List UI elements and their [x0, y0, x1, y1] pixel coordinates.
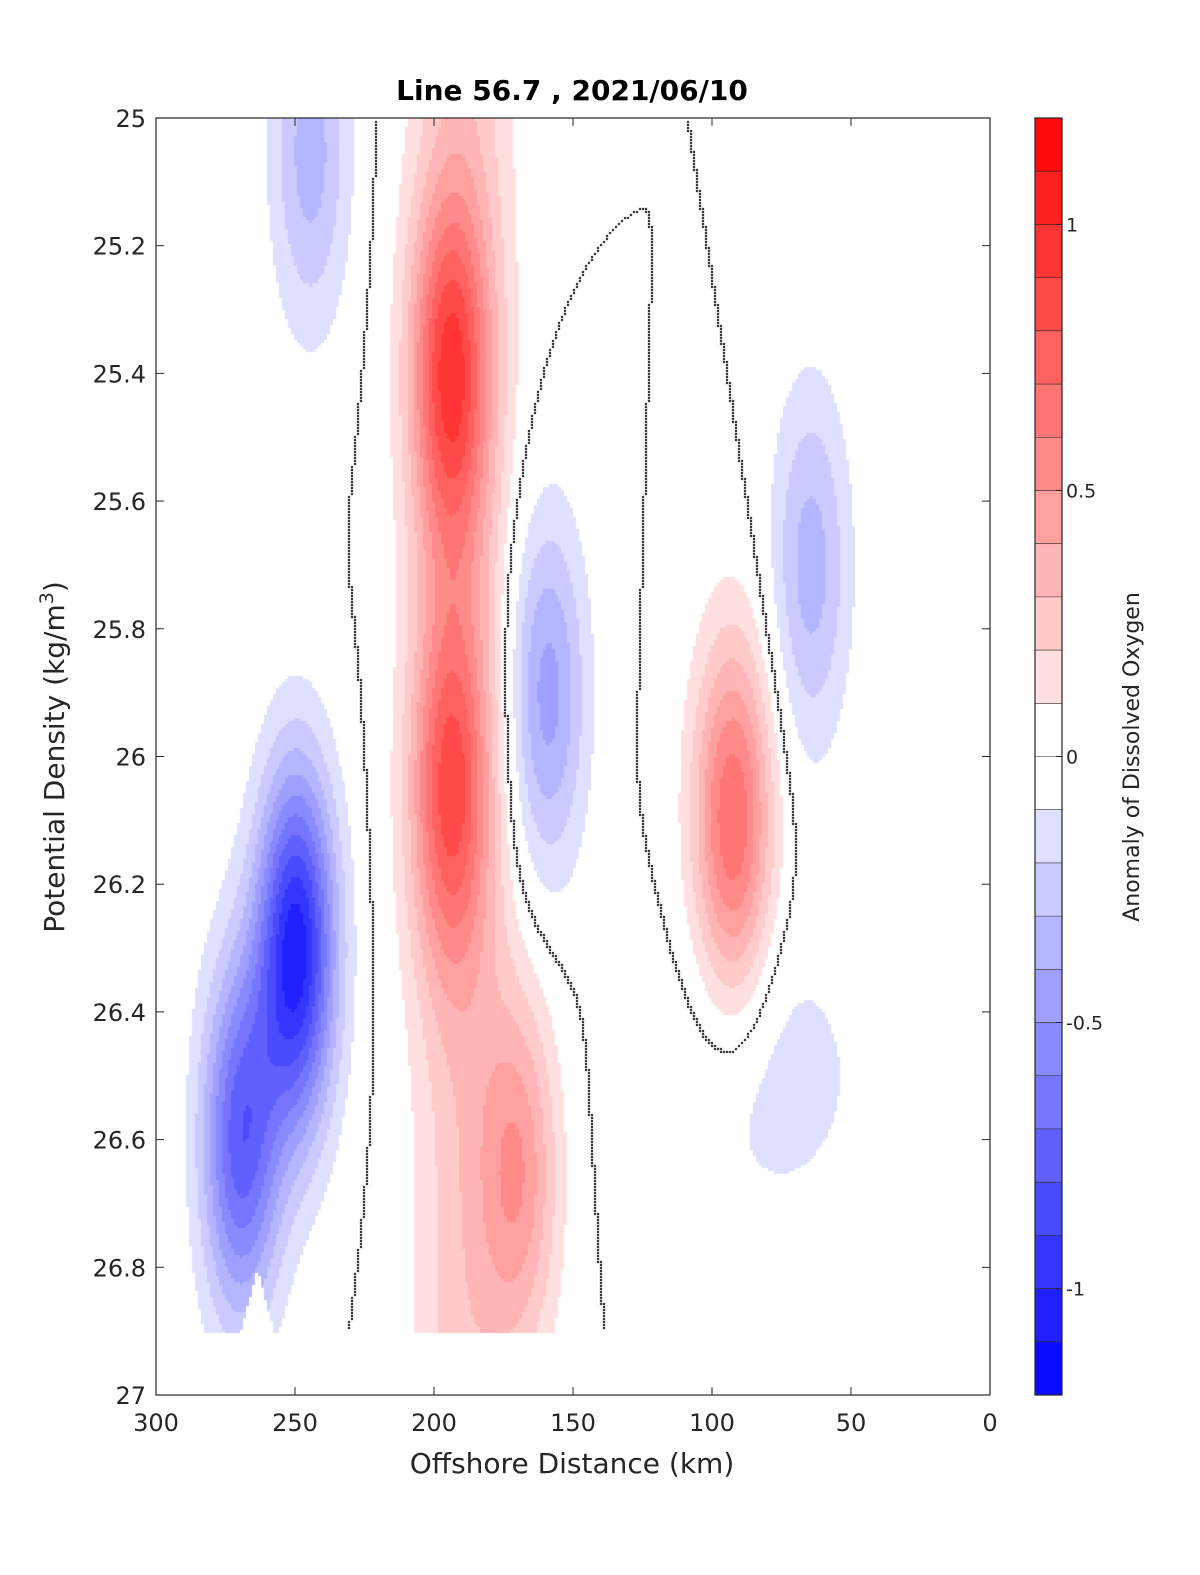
colorbar-tick-label: 1 — [1066, 214, 1078, 236]
colorbar-band — [1035, 969, 1062, 1024]
chart-title: Line 56.7 , 2021/06/10 — [396, 74, 748, 107]
colorbar-band — [1035, 1075, 1062, 1130]
y-tick-label: 26.4 — [93, 999, 146, 1027]
y-tick-label: 26.8 — [93, 1254, 146, 1282]
colorbar: 1 0.5 0 -0.5 -1 Anomaly of Dissolved Oxygen — [1034, 117, 1145, 1396]
colorbar-band — [1035, 756, 1062, 811]
colorbar-band — [1035, 596, 1062, 651]
colorbar-band — [1035, 118, 1062, 172]
colorbar-tick-label: 0 — [1066, 747, 1078, 769]
colorbar-band — [1035, 1182, 1062, 1236]
colorbar-band — [1035, 916, 1062, 970]
x-tick-label: 200 — [411, 1409, 457, 1437]
x-tick-label: 300 — [133, 1409, 179, 1437]
y-tick-label: 27 — [115, 1382, 146, 1410]
x-tick-label: 150 — [550, 1409, 596, 1437]
y-axis-label: Potential Density (kg/m3) — [36, 581, 71, 933]
y-axis-label-close: ) — [38, 581, 71, 592]
x-tick-label: 250 — [272, 1409, 318, 1437]
colorbar-band — [1035, 1128, 1062, 1183]
colorbar-band — [1035, 490, 1062, 545]
y-axis: 25 25.2 25.4 25.6 25.8 26 26.2 26.4 26.6 26.8 27 — [93, 105, 990, 1410]
colorbar-tick-label: -1 — [1066, 1279, 1085, 1301]
plot-area: 300 250 200 150 100 50 0 2525.225.425.625.8262… — [93, 105, 998, 1437]
colorbar-ticks: 1 0.5 0 -0.5 -1 — [1056, 214, 1103, 1301]
colorbar-band — [1035, 171, 1062, 225]
colorbar-band — [1035, 703, 1062, 757]
y-tick-label: 26 — [115, 744, 146, 772]
colorbar-band — [1035, 543, 1062, 598]
colorbar-band — [1035, 809, 1062, 864]
colorbar-band — [1035, 650, 1062, 704]
colorbar-band — [1035, 1022, 1062, 1077]
colorbar-label: Anomaly of Dissolved Oxygen — [1120, 592, 1145, 922]
contour-field — [156, 118, 990, 1395]
colorbar-band — [1035, 862, 1062, 917]
y-tick-label: 25.4 — [93, 360, 146, 388]
y-axis-label-superscript: 3 — [36, 592, 58, 604]
y-tick-label: 26.6 — [93, 1127, 146, 1155]
colorbar-band — [1035, 330, 1062, 385]
x-tick-label: 0 — [982, 1409, 997, 1437]
x-axis-label: Offshore Distance (km) — [410, 1447, 735, 1480]
contour-field-frame — [156, 118, 990, 1395]
colorbar-band — [1035, 224, 1062, 279]
colorbar-bands — [1035, 118, 1062, 1396]
x-tick-label: 100 — [689, 1409, 735, 1437]
colorbar-tick-label: 0.5 — [1066, 480, 1096, 502]
y-axis-label-main: Potential Density (kg/m — [38, 604, 71, 933]
x-axis: 300 250 200 150 100 50 0 — [133, 118, 998, 1437]
colorbar-band — [1035, 277, 1062, 332]
y-tick-label: 25 — [115, 105, 146, 133]
y-tick-label: 26.2 — [93, 871, 146, 899]
y-tick-label: 25.6 — [93, 488, 146, 516]
colorbar-band — [1035, 1341, 1062, 1396]
colorbar-band — [1035, 384, 1062, 438]
x-tick-label: 50 — [836, 1409, 867, 1437]
colorbar-band — [1035, 1288, 1062, 1343]
colorbar-band — [1035, 437, 1062, 491]
colorbar-band — [1035, 1235, 1062, 1290]
y-tick-label: 25.8 — [93, 616, 146, 644]
y-tick-label: 25.2 — [93, 233, 146, 261]
colorbar-tick-label: -0.5 — [1066, 1013, 1103, 1035]
